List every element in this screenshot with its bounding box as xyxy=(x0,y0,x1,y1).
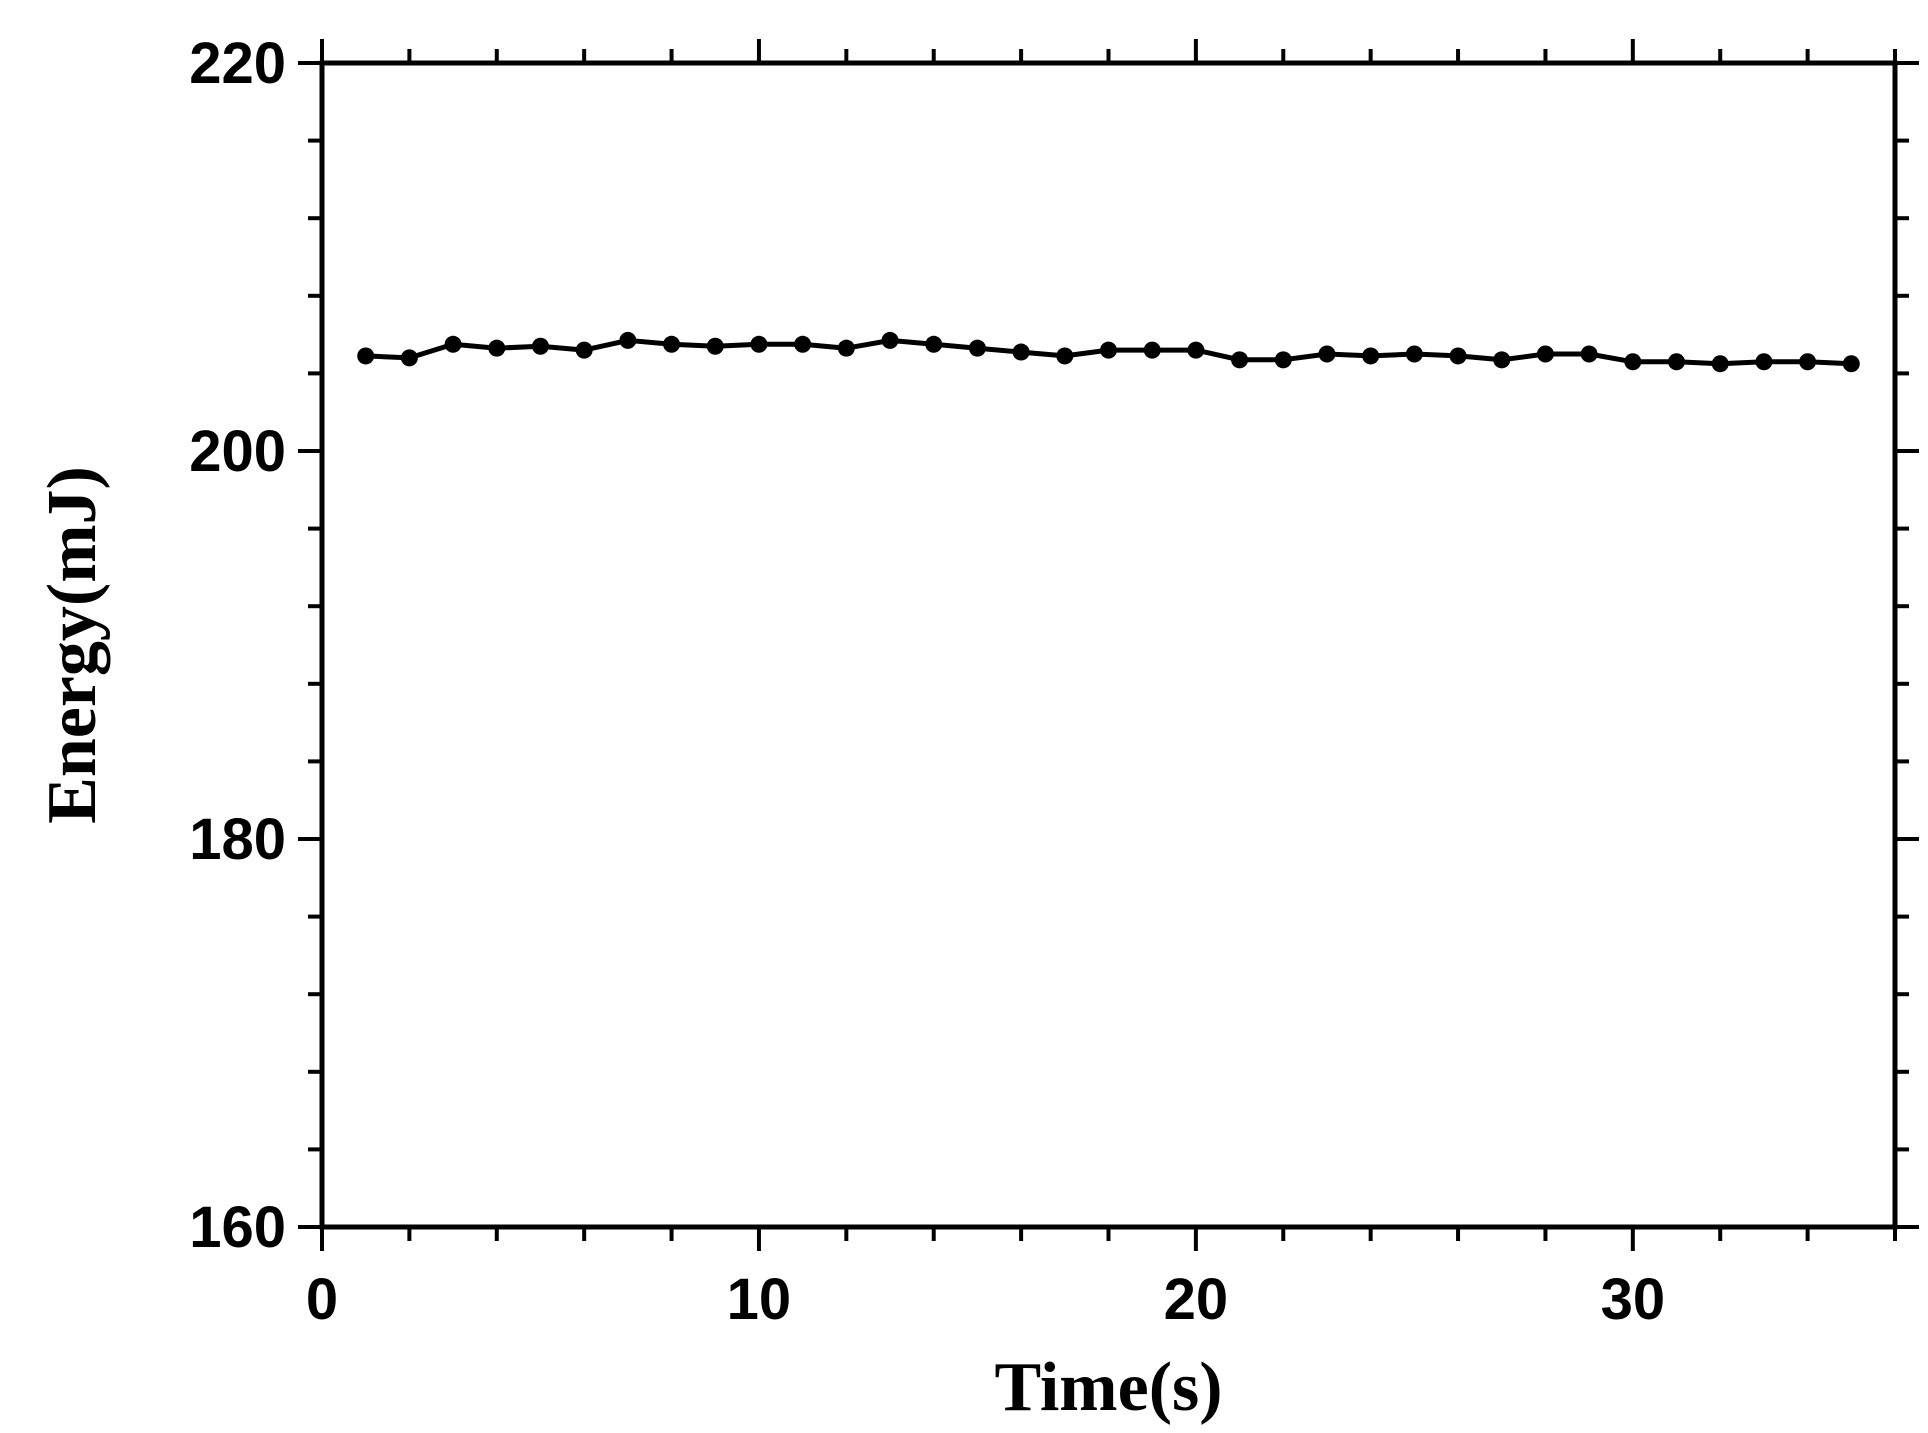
data-point xyxy=(968,339,986,357)
data-series xyxy=(357,331,1860,373)
data-point xyxy=(1493,351,1511,369)
data-point xyxy=(1274,351,1292,369)
data-point xyxy=(619,331,637,349)
data-point xyxy=(1842,355,1860,373)
tick-labels: 0 10 20 30 160 180 200 220 xyxy=(189,31,1665,1332)
y-tick-label: 200 xyxy=(189,419,286,484)
data-point xyxy=(400,349,418,367)
data-point xyxy=(575,341,593,359)
data-point xyxy=(1711,355,1729,373)
data-point xyxy=(1668,353,1686,371)
data-point xyxy=(531,337,549,355)
data-point xyxy=(750,335,768,353)
data-point xyxy=(706,337,724,355)
y-tick-label: 220 xyxy=(189,31,286,96)
data-point xyxy=(357,347,375,365)
data-point xyxy=(794,335,812,353)
data-point xyxy=(663,335,681,353)
data-point xyxy=(1449,347,1467,365)
data-point xyxy=(1187,341,1205,359)
data-point xyxy=(1100,341,1117,359)
data-point xyxy=(1755,353,1773,371)
data-point xyxy=(1405,345,1423,363)
data-point xyxy=(1799,353,1817,371)
data-point xyxy=(444,335,462,353)
y-tick-label: 160 xyxy=(189,1195,286,1260)
x-tick-label: 10 xyxy=(727,1267,792,1332)
data-point xyxy=(1056,347,1074,365)
data-point xyxy=(925,335,943,353)
y-axis-title: Energy(mJ) xyxy=(34,466,111,824)
plot-frame xyxy=(319,60,1898,1230)
data-point xyxy=(1362,347,1380,365)
data-point xyxy=(1231,351,1249,369)
data-point xyxy=(1143,341,1161,359)
data-point xyxy=(1624,353,1642,371)
data-point xyxy=(837,339,855,357)
data-point xyxy=(1580,345,1598,363)
x-tick-label: 20 xyxy=(1164,1267,1229,1332)
data-point xyxy=(881,331,899,349)
x-tick-label: 0 xyxy=(306,1267,338,1332)
data-point xyxy=(1536,345,1554,363)
x-tick-label: 30 xyxy=(1601,1267,1666,1332)
data-point xyxy=(1318,345,1336,363)
data-point xyxy=(488,339,506,357)
x-axis-title: Time(s) xyxy=(994,1349,1222,1426)
data-point xyxy=(1012,343,1030,361)
y-tick-label: 180 xyxy=(189,807,286,872)
